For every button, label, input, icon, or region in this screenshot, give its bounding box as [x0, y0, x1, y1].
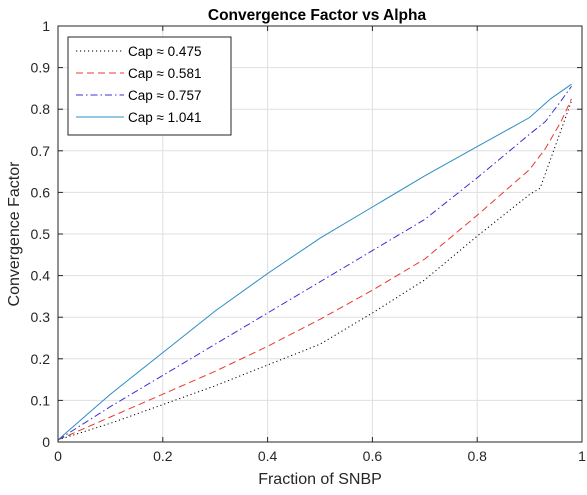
x-tick-label: 0.2	[153, 448, 173, 464]
x-tick-label: 0.4	[258, 448, 278, 464]
series-line-3	[57, 86, 572, 441]
y-tick-label: 0.6	[31, 184, 51, 200]
legend: Cap ≈ 0.475 Cap ≈ 0.581 Cap ≈ 0.757 Cap ≈ 1…	[67, 36, 232, 136]
chart-title: Convergence Factor vs Alpha	[208, 7, 427, 24]
legend-box	[67, 36, 232, 136]
series-layer	[57, 83, 572, 441]
y-axis-label: Convergence Factor	[6, 161, 23, 307]
y-tick-label: 0.2	[31, 351, 51, 367]
y-tick-label: 1	[42, 18, 50, 34]
axis-ticks	[57, 25, 583, 443]
y-tick-label: 0.5	[31, 226, 51, 242]
x-tick-label: 0.6	[363, 448, 383, 464]
legend-entry: Cap ≈ 0.581	[128, 66, 201, 81]
series-line-2	[57, 98, 572, 441]
x-axis-label: Fraction of SNBP	[258, 471, 382, 488]
legend-entry: Cap ≈ 1.041	[128, 110, 201, 125]
x-tick-label: 0	[54, 448, 62, 464]
x-tick-label: 1	[578, 448, 586, 464]
y-tick-label: 0.9	[31, 60, 51, 76]
x-tick-labels: 0 0.2 0.4 0.6 0.8 1	[54, 448, 586, 464]
y-tick-label: 0.7	[31, 143, 51, 159]
y-tick-label: 0.3	[31, 309, 51, 325]
legend-entry: Cap ≈ 0.475	[128, 44, 201, 59]
y-tick-label: 0.8	[31, 101, 51, 117]
legend-entry: Cap ≈ 0.757	[128, 88, 201, 103]
y-tick-label: 0.1	[31, 392, 51, 408]
x-tick-label: 0.8	[467, 448, 487, 464]
y-tick-label: 0.4	[31, 268, 51, 284]
series-line-1	[57, 100, 572, 441]
series-line-4	[57, 83, 572, 441]
y-tick-label: 0	[42, 434, 50, 450]
y-tick-labels: 0 0.1 0.2 0.3 0.4 0.5 0.6 0.7 0.8 0.9 1	[31, 18, 51, 450]
